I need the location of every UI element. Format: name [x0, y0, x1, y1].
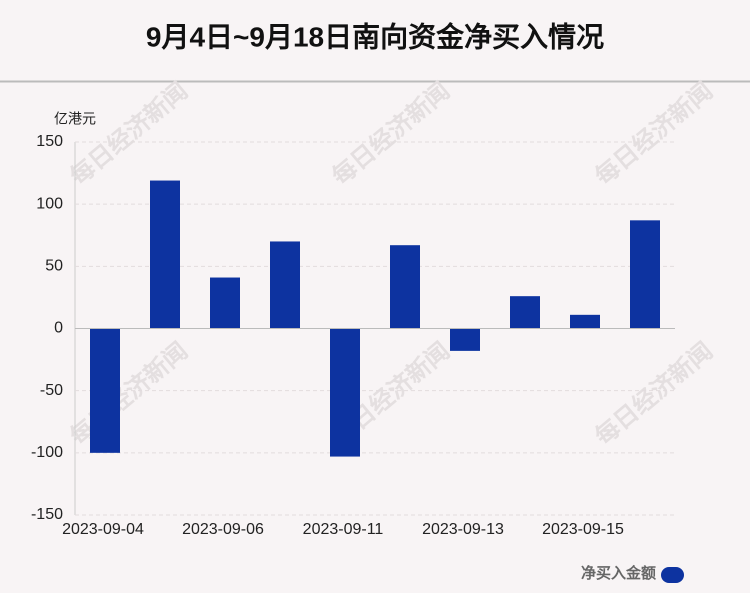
bar — [630, 220, 660, 329]
y-tick-label: -150 — [31, 506, 63, 523]
y-tick-label: 50 — [45, 258, 63, 275]
legend-swatch — [661, 567, 684, 583]
x-tick-label: 2023-09-15 — [542, 521, 624, 538]
bar — [570, 314, 600, 329]
bar — [210, 277, 240, 329]
bar — [510, 296, 540, 329]
legend-label: 净买入金额 — [581, 564, 656, 582]
bar — [390, 245, 420, 329]
x-tick-label: 2023-09-11 — [303, 521, 384, 538]
x-tick-label: 2023-09-06 — [182, 521, 264, 538]
x-tick-label: 2023-09-04 — [62, 521, 144, 538]
bar — [150, 180, 180, 329]
chart-title: 9月4日~9月18日南向资金净买入情况 — [146, 20, 604, 52]
y-tick-label: -100 — [31, 444, 63, 461]
y-tick-label: 0 — [54, 320, 63, 337]
bar — [90, 328, 120, 453]
y-axis-unit: 亿港元 — [54, 111, 96, 127]
bar — [270, 241, 300, 329]
bar — [450, 328, 480, 351]
y-tick-label: 100 — [36, 195, 63, 212]
x-tick-label: 2023-09-13 — [422, 521, 504, 538]
bar — [330, 328, 360, 457]
y-tick-label: 150 — [36, 133, 63, 150]
y-tick-label: -50 — [40, 382, 63, 399]
